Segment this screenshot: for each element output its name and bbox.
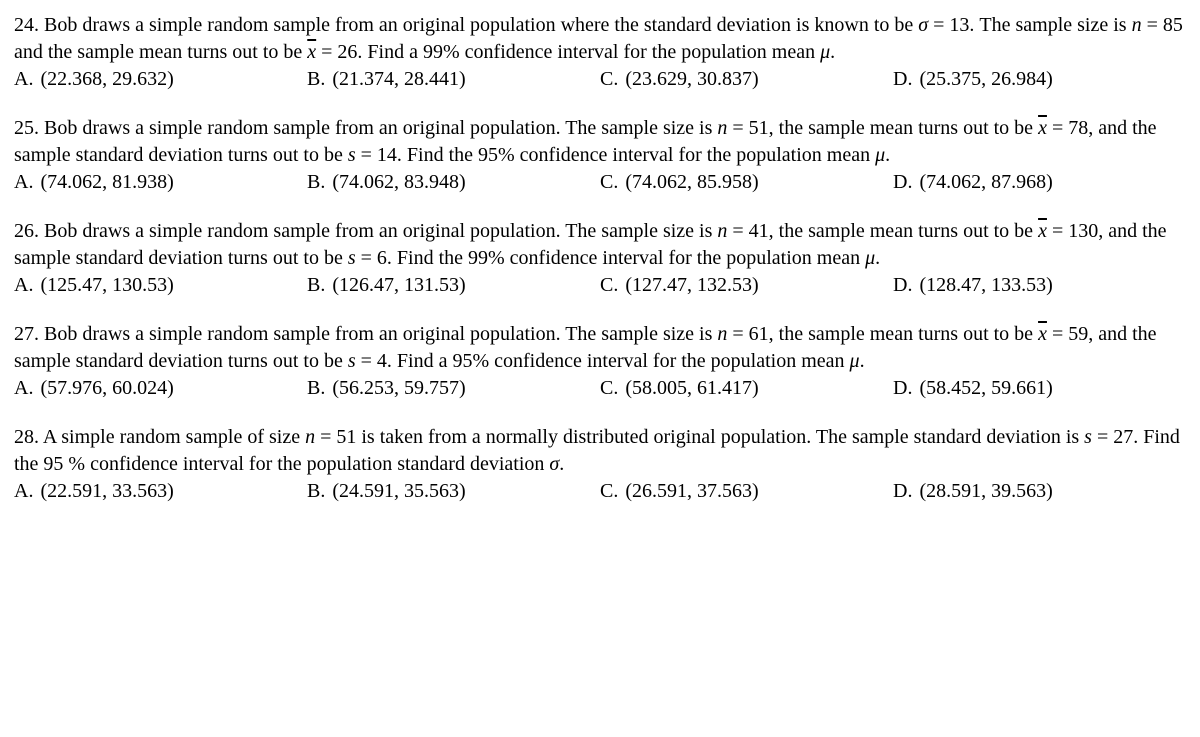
choice-label: D. (893, 169, 912, 196)
choice-value: (128.47, 133.53) (919, 274, 1052, 296)
answer-choice: D. (128.47, 133.53) (893, 272, 1186, 299)
choice-label: C. (600, 478, 618, 505)
question-number: 26. (14, 220, 39, 242)
choice-row: A. (22.368, 29.632)B. (21.374, 28.441)C.… (14, 66, 1186, 93)
question-stem: 26. Bob draws a simple random sample fro… (14, 218, 1186, 272)
answer-choice: A. (22.368, 29.632) (14, 66, 307, 93)
question-block: 27. Bob draws a simple random sample fro… (14, 321, 1186, 402)
question-stem: 24. Bob draws a simple random sample fro… (14, 12, 1186, 66)
choice-value: (22.368, 29.632) (40, 68, 173, 90)
choice-label: C. (600, 66, 618, 93)
answer-choice: D. (25.375, 26.984) (893, 66, 1186, 93)
choice-value: (74.062, 83.948) (332, 171, 465, 193)
choice-label: D. (893, 375, 912, 402)
choice-label: C. (600, 169, 618, 196)
choice-label: A. (14, 375, 33, 402)
choice-row: A. (74.062, 81.938)B. (74.062, 83.948)C.… (14, 169, 1186, 196)
choice-value: (125.47, 130.53) (40, 274, 173, 296)
question-list: 24. Bob draws a simple random sample fro… (14, 12, 1186, 505)
question-number: 28. (14, 426, 39, 448)
question-block: 28. A simple random sample of size n = 5… (14, 424, 1186, 505)
choice-label: A. (14, 169, 33, 196)
choice-value: (23.629, 30.837) (625, 68, 758, 90)
question-stem: 28. A simple random sample of size n = 5… (14, 424, 1186, 478)
choice-value: (74.062, 87.968) (919, 171, 1052, 193)
question-block: 25. Bob draws a simple random sample fro… (14, 115, 1186, 196)
choice-value: (25.375, 26.984) (919, 68, 1052, 90)
choice-value: (127.47, 132.53) (625, 274, 758, 296)
answer-choice: C. (58.005, 61.417) (600, 375, 893, 402)
question-block: 26. Bob draws a simple random sample fro… (14, 218, 1186, 299)
choice-label: C. (600, 272, 618, 299)
question-block: 24. Bob draws a simple random sample fro… (14, 12, 1186, 93)
question-stem: 27. Bob draws a simple random sample fro… (14, 321, 1186, 375)
choice-value: (57.976, 60.024) (40, 377, 173, 399)
choice-row: A. (22.591, 33.563)B. (24.591, 35.563)C.… (14, 478, 1186, 505)
answer-choice: D. (74.062, 87.968) (893, 169, 1186, 196)
choice-value: (26.591, 37.563) (625, 480, 758, 502)
choice-value: (56.253, 59.757) (332, 377, 465, 399)
answer-choice: B. (21.374, 28.441) (307, 66, 600, 93)
answer-choice: B. (56.253, 59.757) (307, 375, 600, 402)
choice-value: (24.591, 35.563) (332, 480, 465, 502)
answer-choice: D. (58.452, 59.661) (893, 375, 1186, 402)
answer-choice: C. (26.591, 37.563) (600, 478, 893, 505)
answer-choice: A. (74.062, 81.938) (14, 169, 307, 196)
choice-label: D. (893, 66, 912, 93)
choice-label: B. (307, 478, 325, 505)
choice-label: B. (307, 375, 325, 402)
answer-choice: B. (74.062, 83.948) (307, 169, 600, 196)
answer-choice: A. (22.591, 33.563) (14, 478, 307, 505)
choice-value: (74.062, 85.958) (625, 171, 758, 193)
choice-label: A. (14, 66, 33, 93)
choice-value: (58.452, 59.661) (919, 377, 1052, 399)
choice-value: (28.591, 39.563) (919, 480, 1052, 502)
choice-value: (126.47, 131.53) (332, 274, 465, 296)
choice-value: (22.591, 33.563) (40, 480, 173, 502)
choice-row: A. (57.976, 60.024)B. (56.253, 59.757)C.… (14, 375, 1186, 402)
choice-label: A. (14, 272, 33, 299)
choice-value: (21.374, 28.441) (332, 68, 465, 90)
question-stem: 25. Bob draws a simple random sample fro… (14, 115, 1186, 169)
question-number: 24. (14, 14, 39, 36)
answer-choice: B. (126.47, 131.53) (307, 272, 600, 299)
choice-label: D. (893, 272, 912, 299)
answer-choice: C. (127.47, 132.53) (600, 272, 893, 299)
answer-choice: C. (23.629, 30.837) (600, 66, 893, 93)
choice-label: C. (600, 375, 618, 402)
answer-choice: A. (125.47, 130.53) (14, 272, 307, 299)
choice-label: B. (307, 66, 325, 93)
answer-choice: C. (74.062, 85.958) (600, 169, 893, 196)
answer-choice: B. (24.591, 35.563) (307, 478, 600, 505)
question-number: 27. (14, 323, 39, 345)
choice-label: B. (307, 169, 325, 196)
choice-row: A. (125.47, 130.53)B. (126.47, 131.53)C.… (14, 272, 1186, 299)
choice-label: B. (307, 272, 325, 299)
question-number: 25. (14, 117, 39, 139)
answer-choice: D. (28.591, 39.563) (893, 478, 1186, 505)
choice-label: D. (893, 478, 912, 505)
choice-value: (58.005, 61.417) (625, 377, 758, 399)
choice-value: (74.062, 81.938) (40, 171, 173, 193)
answer-choice: A. (57.976, 60.024) (14, 375, 307, 402)
choice-label: A. (14, 478, 33, 505)
